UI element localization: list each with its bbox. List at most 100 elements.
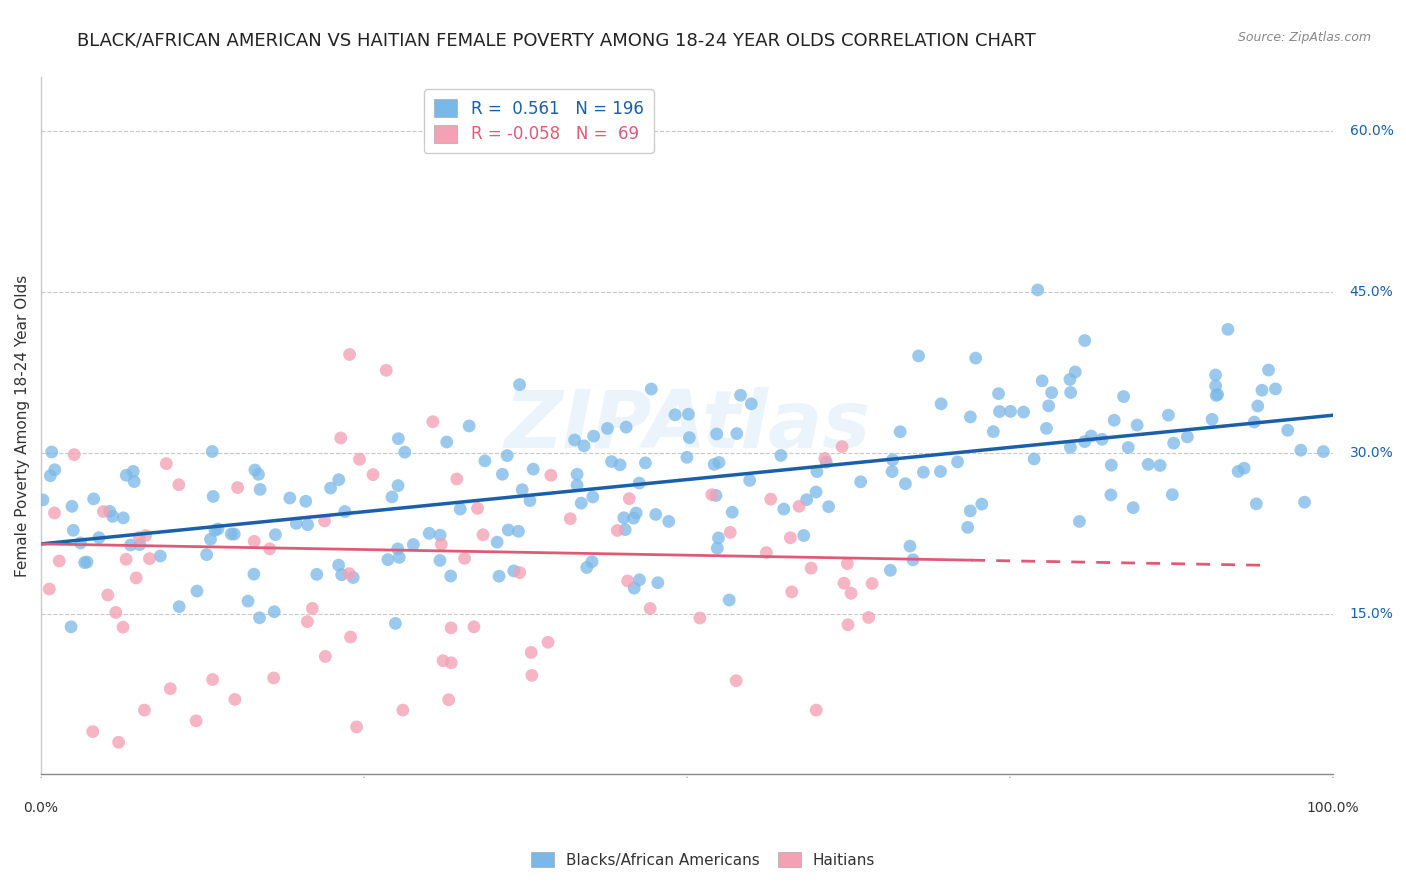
Point xyxy=(1216,322,1239,336)
Point xyxy=(1201,412,1223,426)
Point xyxy=(569,496,592,510)
Point xyxy=(297,517,319,532)
Point xyxy=(987,386,1010,401)
Point xyxy=(339,347,361,361)
Point xyxy=(1246,497,1268,511)
Point xyxy=(575,560,598,574)
Point xyxy=(730,388,752,402)
Point xyxy=(1038,399,1060,413)
Point xyxy=(467,501,489,516)
Point xyxy=(1312,444,1334,458)
Point xyxy=(195,548,218,562)
Point xyxy=(1257,363,1279,377)
Point xyxy=(1080,429,1102,443)
Point xyxy=(69,536,91,550)
Point xyxy=(858,610,880,624)
Point xyxy=(1122,500,1144,515)
Point xyxy=(82,724,104,739)
Point xyxy=(628,476,651,491)
Point xyxy=(496,449,519,463)
Point xyxy=(1227,464,1250,478)
Point xyxy=(1264,382,1286,396)
Point xyxy=(1175,430,1198,444)
Point xyxy=(1026,283,1049,297)
Point xyxy=(128,538,150,552)
Point xyxy=(202,490,225,504)
Point xyxy=(453,551,475,566)
Point xyxy=(772,502,794,516)
Point xyxy=(285,516,308,531)
Point xyxy=(159,681,181,696)
Point xyxy=(387,432,409,446)
Point xyxy=(1149,458,1171,473)
Point xyxy=(48,554,70,568)
Point xyxy=(111,620,134,634)
Point xyxy=(700,488,723,502)
Point xyxy=(1059,440,1081,454)
Point xyxy=(718,525,741,540)
Point xyxy=(437,692,460,706)
Point xyxy=(519,493,541,508)
Point xyxy=(93,505,115,519)
Point xyxy=(831,440,853,454)
Point xyxy=(676,450,699,465)
Point xyxy=(247,467,270,482)
Point xyxy=(41,445,63,459)
Point xyxy=(1137,458,1160,472)
Point xyxy=(1161,488,1184,502)
Point xyxy=(907,349,929,363)
Point xyxy=(236,594,259,608)
Text: 60.0%: 60.0% xyxy=(1350,124,1393,138)
Point xyxy=(814,451,837,466)
Point xyxy=(263,671,285,685)
Point xyxy=(613,510,636,524)
Point xyxy=(1243,415,1265,429)
Point xyxy=(956,520,979,534)
Point xyxy=(319,481,342,495)
Point xyxy=(1205,368,1227,382)
Point xyxy=(361,467,384,482)
Point xyxy=(804,485,827,500)
Point xyxy=(1205,388,1227,402)
Point xyxy=(707,531,730,545)
Point xyxy=(678,407,700,421)
Point xyxy=(392,703,415,717)
Point xyxy=(564,433,586,447)
Point xyxy=(707,455,730,469)
Point xyxy=(1040,385,1063,400)
Point xyxy=(1000,404,1022,418)
Point xyxy=(837,557,859,571)
Point xyxy=(134,703,156,717)
Point xyxy=(1035,421,1057,435)
Point xyxy=(249,611,271,625)
Point xyxy=(278,491,301,505)
Point xyxy=(619,491,641,506)
Point xyxy=(314,514,336,528)
Point xyxy=(463,620,485,634)
Point xyxy=(1102,413,1125,427)
Point xyxy=(201,673,224,687)
Point xyxy=(138,551,160,566)
Point xyxy=(614,420,637,434)
Point xyxy=(83,491,105,506)
Point xyxy=(901,553,924,567)
Point xyxy=(898,539,921,553)
Point xyxy=(609,458,631,472)
Point xyxy=(806,703,828,717)
Point xyxy=(912,465,935,479)
Point xyxy=(243,534,266,549)
Text: 100.0%: 100.0% xyxy=(1306,801,1360,815)
Point xyxy=(981,425,1004,439)
Point xyxy=(63,448,86,462)
Point xyxy=(780,585,803,599)
Point xyxy=(135,529,157,543)
Point xyxy=(32,492,55,507)
Legend: Blacks/African Americans, Haitians: Blacks/African Americans, Haitians xyxy=(524,846,882,873)
Point xyxy=(44,463,66,477)
Point xyxy=(342,570,364,584)
Point xyxy=(104,606,127,620)
Point xyxy=(155,457,177,471)
Point xyxy=(849,475,872,489)
Legend: R =  0.561   N = 196, R = -0.058   N =  69: R = 0.561 N = 196, R = -0.058 N = 69 xyxy=(425,89,654,153)
Point xyxy=(644,508,666,522)
